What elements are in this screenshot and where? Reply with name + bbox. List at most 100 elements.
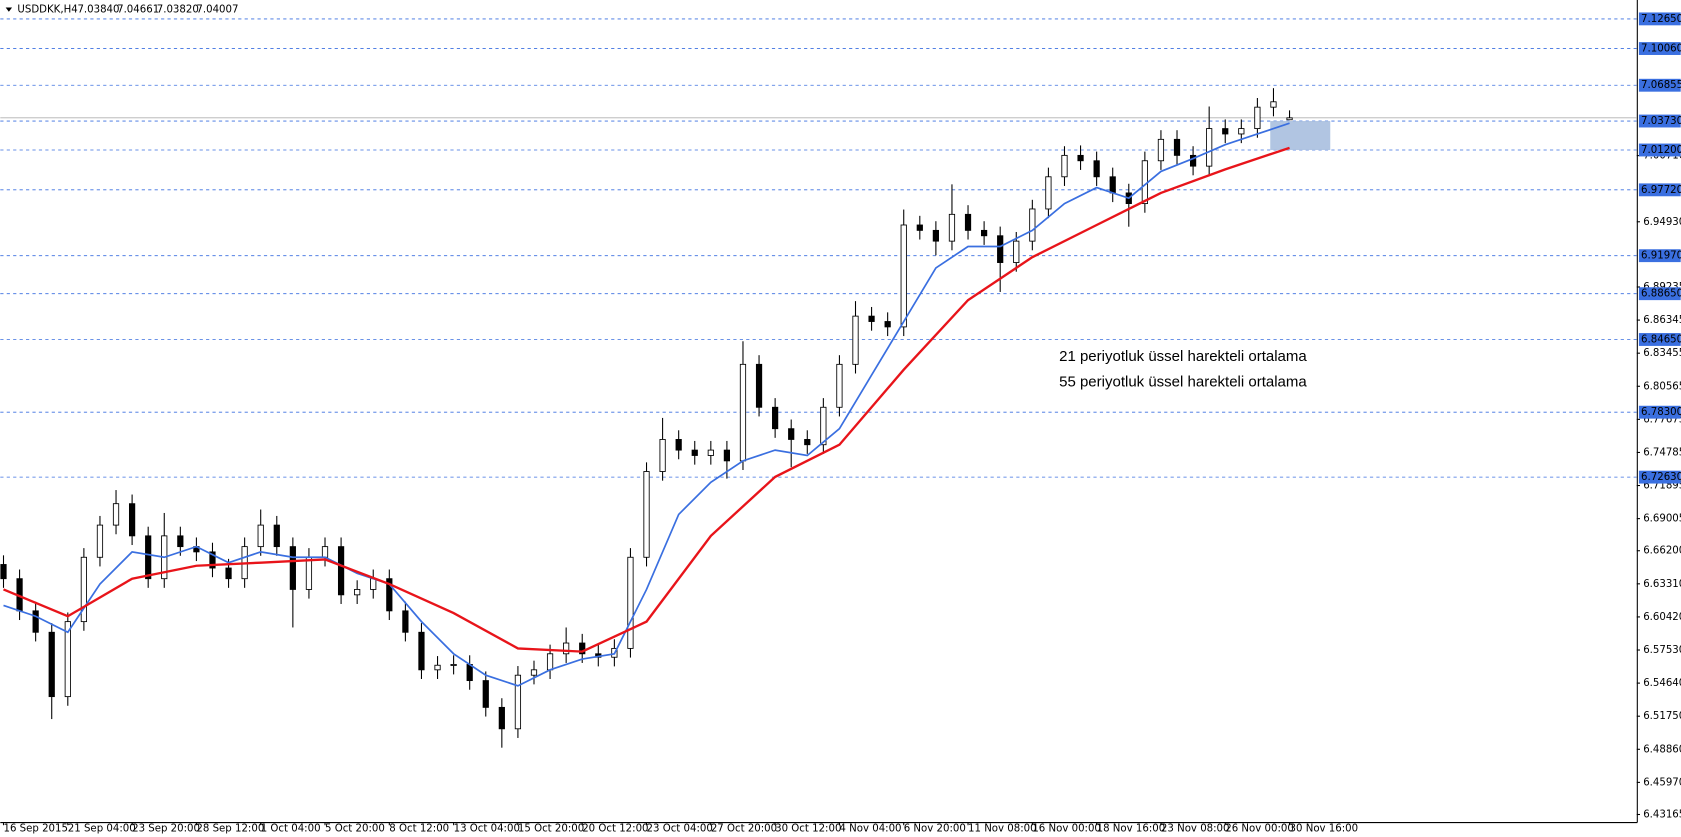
level-label-bg	[1638, 333, 1681, 346]
candle-body	[514, 674, 522, 730]
candle-body	[916, 224, 923, 231]
x-tick-label: 13 Oct 04:00	[454, 823, 520, 834]
candle-body	[997, 235, 1004, 263]
candle-body	[820, 406, 827, 446]
level-label-bg	[1638, 143, 1681, 157]
candle-body	[981, 229, 988, 237]
levels	[0, 18, 1637, 478]
candle-body	[209, 551, 216, 569]
candle-body	[112, 503, 120, 526]
candle-body	[755, 363, 763, 408]
level-label: 6.91970	[1641, 251, 1681, 262]
candle-body	[1238, 128, 1245, 135]
candle-body	[177, 535, 184, 548]
level-label: 6.78300	[1641, 407, 1681, 418]
level-label: 6.97720	[1641, 185, 1681, 196]
candle-body	[321, 546, 329, 558]
level-label-bg	[1638, 405, 1681, 419]
ema-annotation: 21 periyotluk üssel harekteli ortalama	[1059, 348, 1307, 365]
candle-body	[1173, 138, 1181, 156]
candle-body	[370, 578, 377, 590]
ema-line	[3, 122, 1290, 687]
close-label: 7.04007	[196, 5, 238, 16]
candle-body	[0, 564, 7, 580]
level-label: 7.10060	[1641, 44, 1681, 55]
candle-body	[1061, 154, 1068, 178]
candle-body	[707, 449, 714, 456]
y-tick-label: 6.45970	[1643, 777, 1681, 788]
y-tick-label: 6.48860	[1643, 744, 1681, 755]
highlight-box	[1270, 121, 1331, 150]
candle-body	[80, 556, 87, 623]
candle-body	[289, 546, 296, 590]
x-tick-label: 1 Oct 04:00	[261, 823, 321, 834]
y-tick-label: 6.69005	[1643, 514, 1681, 525]
ema-line	[3, 146, 1290, 653]
candle-body	[1077, 154, 1084, 162]
y-tick-label: 6.83455	[1643, 348, 1681, 359]
level-label-bg	[1638, 183, 1681, 197]
candle-body	[563, 642, 570, 655]
candle-body	[546, 653, 554, 671]
high-label: 7.04661	[117, 5, 159, 16]
level-label-bg	[1638, 470, 1681, 484]
x-tick-label: 27 Oct 20:00	[711, 823, 777, 834]
x-tick-label: 5 Oct 20:00	[325, 823, 385, 834]
candle-body	[900, 224, 907, 328]
candle-body	[434, 664, 441, 671]
x-tick-label: 21 Sep 04:00	[68, 823, 136, 834]
candle-body	[932, 229, 939, 242]
y-tick-label: 6.66200	[1643, 546, 1681, 557]
y-tick-label: 6.54640	[1643, 678, 1681, 689]
candle-body	[1189, 154, 1197, 167]
candle-body	[1286, 117, 1293, 121]
candle-body	[386, 578, 393, 612]
candle-body	[482, 680, 489, 708]
candle-body	[868, 315, 875, 322]
x-tick-label: 23 Nov 08:00	[1161, 823, 1230, 834]
y-tick-label: 6.94930	[1643, 217, 1681, 228]
candle-body	[1206, 128, 1213, 167]
candle-body	[772, 406, 779, 430]
x-tick-label: 6 Nov 20:00	[904, 823, 966, 834]
candle-body	[225, 567, 232, 580]
level-label: 7.12650	[1641, 14, 1681, 25]
candle-body	[884, 321, 891, 328]
y-tick-label: 6.51750	[1643, 711, 1681, 722]
y-tick-label: 6.74785	[1643, 447, 1681, 458]
candle-body	[836, 363, 843, 408]
candle-body	[96, 524, 104, 558]
candle-body	[498, 706, 505, 730]
candle-body	[1093, 160, 1100, 178]
x-tick-label: 20 Oct 12:00	[582, 823, 648, 834]
candle-body	[450, 664, 457, 666]
level-label-bg	[1638, 114, 1681, 128]
candle-body	[1109, 176, 1116, 194]
candle-body	[337, 546, 345, 596]
candle-body	[466, 664, 473, 682]
candle-body	[675, 439, 682, 451]
candle-body	[739, 363, 747, 462]
menu-triangle[interactable]	[5, 7, 13, 12]
y-tick-label: 6.80565	[1643, 381, 1681, 392]
y-tick-label: 6.71895	[1643, 481, 1681, 492]
level-label: 6.72630	[1641, 472, 1681, 483]
chart-title: USDDKK,H4	[17, 5, 77, 16]
candle-body	[804, 439, 811, 446]
candle-body	[579, 642, 586, 655]
candle-body	[1157, 138, 1165, 162]
level-label: 6.84650	[1641, 334, 1681, 345]
candle-body	[1013, 240, 1020, 263]
x-tick-label: 16 Nov 00:00	[1032, 823, 1101, 834]
candle-body	[273, 524, 280, 548]
candle-body	[145, 535, 152, 580]
level-label-bg	[1638, 42, 1681, 55]
y-tick-label: 6.63310	[1643, 579, 1681, 590]
y-tick-label: 6.60420	[1643, 612, 1681, 623]
x-tick-label: 23 Sep 20:00	[132, 823, 200, 834]
x-tick-label: 11 Nov 08:00	[968, 823, 1037, 834]
x-tick-label: 26 Nov 00:00	[1225, 823, 1294, 834]
candle-body	[48, 631, 55, 698]
candle-body	[64, 621, 71, 698]
